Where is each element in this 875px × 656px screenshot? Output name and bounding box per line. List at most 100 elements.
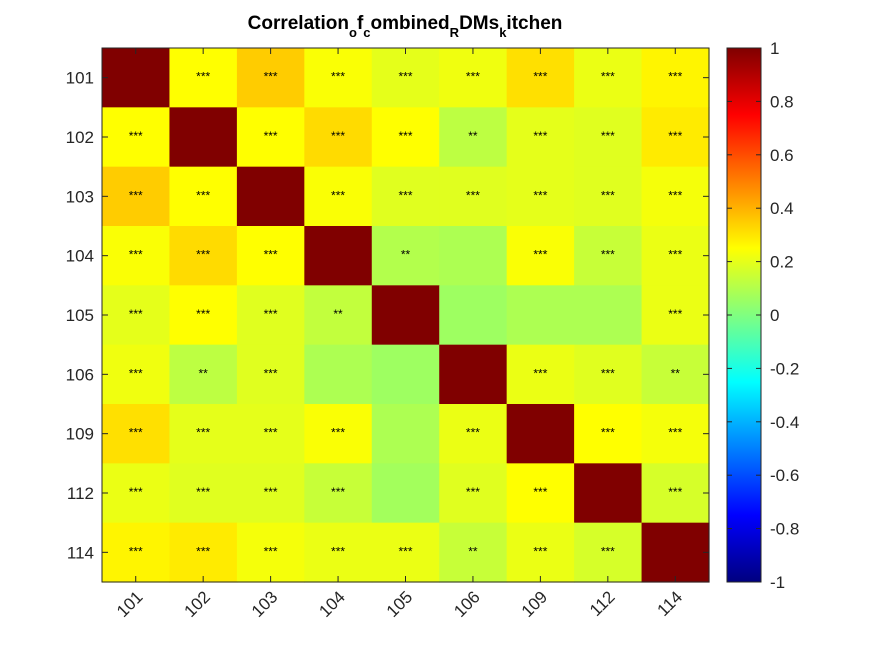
heatmap-cell: [304, 344, 373, 405]
title-segment: R: [450, 25, 460, 40]
significance-label: ***: [398, 188, 412, 202]
heatmap-cell: [506, 226, 575, 286]
y-tick-label: 106: [66, 365, 94, 384]
colorbar-tick-label: 0: [770, 306, 779, 325]
heatmap-cell: [574, 285, 643, 346]
significance-label: ***: [331, 544, 345, 558]
y-tick-label: 102: [66, 128, 94, 147]
heatmap-cell: [439, 404, 508, 464]
heatmap-cell: [371, 226, 440, 286]
heatmap-cell: [102, 522, 171, 583]
heatmap-cell: [641, 285, 710, 346]
significance-label: ***: [668, 188, 682, 202]
significance-label: ***: [601, 70, 615, 84]
heatmap-cell: [102, 107, 171, 168]
significance-label: ***: [466, 188, 480, 202]
y-tick-label: 103: [66, 187, 94, 206]
y-tick-label: 101: [66, 69, 94, 88]
significance-label: ***: [264, 70, 278, 84]
significance-label: ***: [264, 129, 278, 143]
title-segment: itchen: [506, 13, 562, 34]
heatmap-cell: [102, 285, 171, 346]
significance-label: ***: [264, 366, 278, 380]
significance-label: ***: [668, 248, 682, 262]
heatmap-cell: [506, 48, 575, 108]
colorbar-tick-label: -0.8: [770, 520, 799, 539]
significance-label: ***: [264, 248, 278, 262]
heatmap-cell: [574, 463, 643, 524]
heatmap-cell: [641, 226, 710, 286]
heatmap-cells: [102, 48, 710, 583]
heatmap-cell: [304, 463, 373, 524]
heatmap-cell: [304, 107, 373, 168]
significance-label: ***: [129, 366, 143, 380]
colorbar-tick-label: 1: [770, 39, 779, 58]
significance-label: ***: [196, 307, 210, 321]
significance-label: ***: [129, 485, 143, 499]
significance-label: ***: [668, 307, 682, 321]
significance-label: ***: [601, 426, 615, 440]
significance-label: ***: [398, 129, 412, 143]
heatmap-cell: [574, 48, 643, 108]
title-segment: k: [499, 25, 507, 40]
heatmap-cell: [439, 166, 508, 227]
colorbar-tick-label: -0.2: [770, 359, 799, 378]
significance-label: ***: [466, 70, 480, 84]
heatmap-cell: [574, 522, 643, 583]
title-segment: ombined: [371, 13, 450, 34]
heatmap-cell: [506, 404, 575, 464]
significance-label: ***: [533, 248, 547, 262]
significance-label: **: [401, 248, 411, 262]
significance-label: ***: [533, 485, 547, 499]
y-tick-label: 112: [67, 484, 94, 503]
significance-label: ***: [466, 426, 480, 440]
y-tick-label: 104: [66, 247, 94, 266]
heatmap-cell: [641, 522, 710, 583]
heatmap-cell: [236, 463, 305, 524]
heatmap-cell: [304, 166, 373, 227]
chart-title: CorrelationofcombinedRDMskitchen: [248, 13, 563, 40]
significance-label: ***: [331, 485, 345, 499]
heatmap-cell: [506, 285, 575, 346]
significance-label: ***: [533, 70, 547, 84]
significance-label: ***: [196, 544, 210, 558]
heatmap-cell: [102, 166, 171, 227]
significance-label: ***: [264, 307, 278, 321]
significance-label: ***: [196, 70, 210, 84]
heatmap-cell: [371, 166, 440, 227]
significance-label: ***: [129, 188, 143, 202]
significance-label: ***: [196, 426, 210, 440]
title-segment: c: [363, 25, 370, 40]
heatmap-cell: [641, 404, 710, 464]
colorbar: 1 0.8 0.6 0.4 0.2 0 -0.2 -0.4 -0.6 -0.8 -1: [726, 39, 799, 592]
heatmap-cell: [236, 404, 305, 464]
heatmap-cell: [371, 522, 440, 583]
title-segment: DMs: [459, 13, 499, 34]
heatmap-cell: [236, 285, 305, 346]
significance-label: ***: [264, 426, 278, 440]
heatmap-cell: [506, 522, 575, 583]
y-tick-label: 109: [66, 425, 94, 444]
heatmap-cell: [236, 522, 305, 583]
heatmap-cell: [304, 48, 373, 108]
significance-label: ***: [466, 485, 480, 499]
title-segment: o: [349, 25, 357, 40]
significance-label: ***: [331, 188, 345, 202]
y-tick-label: 114: [67, 543, 94, 562]
heatmap-cell: [169, 166, 238, 227]
significance-label: ***: [533, 129, 547, 143]
heatmap-cell: [371, 48, 440, 108]
heatmap-cell: [169, 404, 238, 464]
heatmap-cell: [506, 166, 575, 227]
heatmap-cell: [641, 166, 710, 227]
significance-label: ***: [668, 426, 682, 440]
heatmap-cell: [574, 166, 643, 227]
significance-label: ***: [533, 544, 547, 558]
y-tick-label: 105: [66, 306, 94, 325]
heatmap-cell: [169, 522, 238, 583]
significance-label: ***: [129, 307, 143, 321]
significance-label: ***: [668, 129, 682, 143]
significance-labels: *** *** *** *** *** *** *** ****** *** *** *** ** **…: [129, 70, 683, 559]
significance-label: ***: [331, 426, 345, 440]
colorbar-tick-label: -1: [770, 573, 785, 592]
